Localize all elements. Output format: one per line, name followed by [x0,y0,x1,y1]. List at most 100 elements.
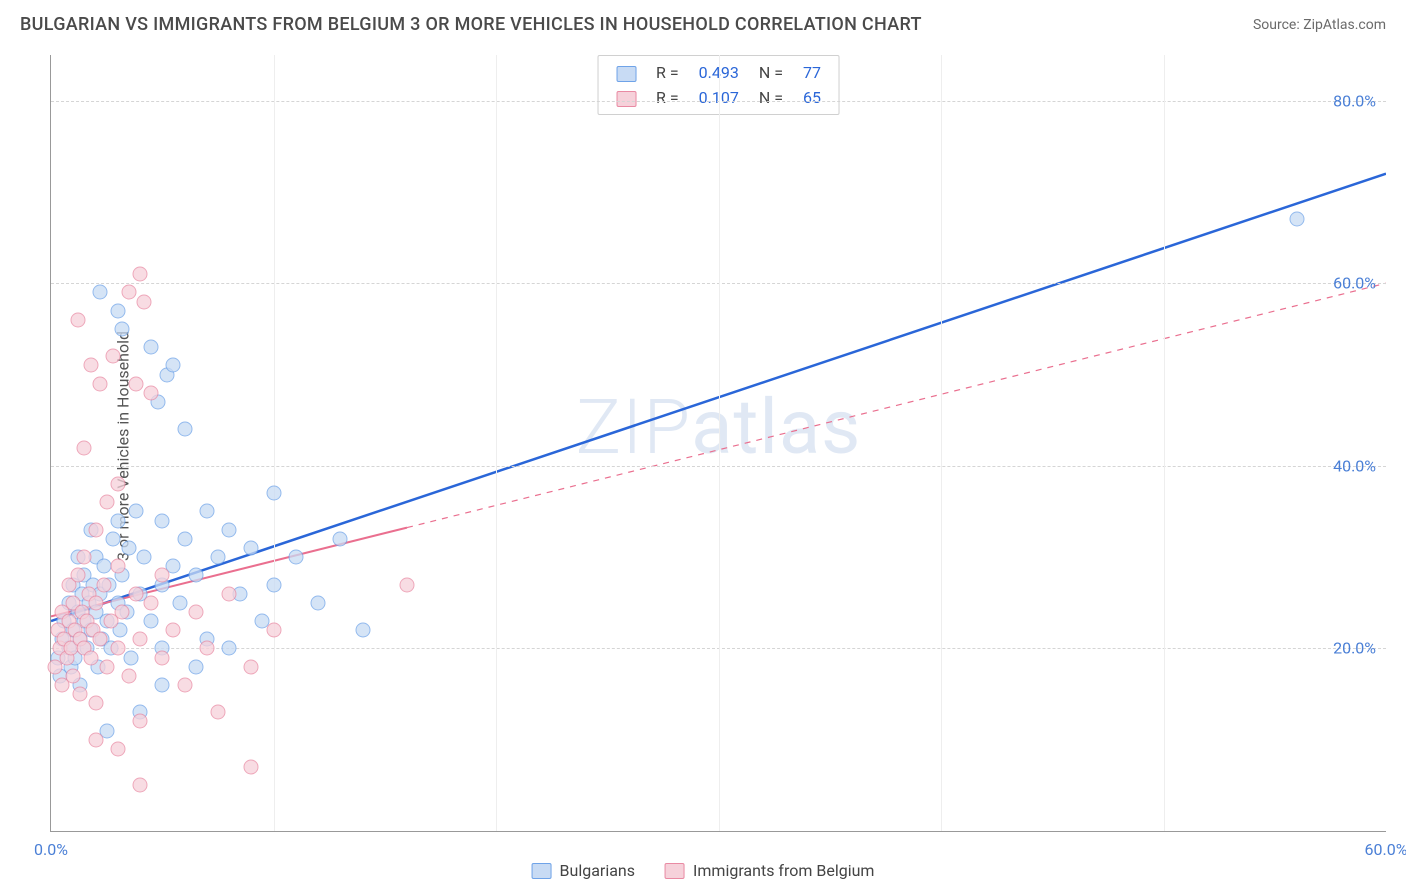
data-point [144,340,159,355]
data-point [110,477,125,492]
gridline-v [496,55,497,831]
data-point [355,623,370,638]
data-point [177,422,192,437]
data-point [333,531,348,546]
data-point [92,376,107,391]
n-value: 65 [793,85,831,110]
data-point [188,568,203,583]
data-point [222,586,237,601]
data-point [166,358,181,373]
legend-swatch [532,863,552,879]
data-point [115,321,130,336]
y-tick-label: 60.0% [1333,274,1376,293]
data-point [188,604,203,619]
data-point [199,641,214,656]
n-label: N = [749,85,793,110]
x-tick-label: 60.0% [1365,840,1406,859]
data-point [115,604,130,619]
data-point [99,659,114,674]
data-point [137,550,152,565]
source-label: Source: ZipAtlas.com [1253,17,1386,33]
data-point [155,677,170,692]
data-point [400,577,415,592]
data-point [99,495,114,510]
data-point [244,541,259,556]
data-point [121,541,136,556]
legend-item: Immigrants from Belgium [665,861,874,880]
data-point [173,595,188,610]
legend-item: Bulgarians [532,861,635,880]
legend-swatch [665,863,685,879]
y-tick-label: 80.0% [1333,91,1376,110]
n-value: 77 [793,60,831,85]
data-point [144,385,159,400]
data-point [128,376,143,391]
r-label: R = [646,85,689,110]
data-point [110,303,125,318]
data-point [144,614,159,629]
data-point [97,577,112,592]
data-point [133,267,148,282]
gridline-v [1164,55,1165,831]
data-point [106,531,121,546]
y-tick-label: 40.0% [1333,456,1376,475]
data-point [66,668,81,683]
data-point [133,778,148,793]
data-point [88,595,103,610]
data-point [133,632,148,647]
data-point [266,577,281,592]
data-point [1290,212,1305,227]
data-point [124,650,139,665]
data-point [210,550,225,565]
chart-title: BULGARIAN VS IMMIGRANTS FROM BELGIUM 3 O… [20,14,922,35]
gridline-v [719,55,720,831]
data-point [121,285,136,300]
data-point [199,504,214,519]
data-point [137,294,152,309]
data-point [110,641,125,656]
data-point [128,586,143,601]
data-point [88,696,103,711]
data-point [244,760,259,775]
data-point [177,677,192,692]
data-point [222,641,237,656]
y-tick-label: 20.0% [1333,639,1376,658]
data-point [266,623,281,638]
data-point [70,568,85,583]
data-point [166,623,181,638]
data-point [77,550,92,565]
x-tick-label: 0.0% [34,840,68,859]
data-point [92,285,107,300]
data-point [222,522,237,537]
data-point [110,559,125,574]
data-point [133,714,148,729]
n-label: N = [749,60,793,85]
data-point [244,659,259,674]
data-point [70,312,85,327]
data-point [155,568,170,583]
gridline-v [274,55,275,831]
data-point [311,595,326,610]
data-point [155,513,170,528]
data-point [72,687,87,702]
data-point [188,659,203,674]
legend-swatch [616,91,636,107]
data-point [210,705,225,720]
legend-label: Bulgarians [560,861,635,880]
data-point [144,595,159,610]
r-label: R = [646,60,689,85]
data-point [110,513,125,528]
data-point [128,504,143,519]
data-point [92,632,107,647]
data-point [266,486,281,501]
plot-area: ZIPatlas R =0.493N =77R =0.107N =65 20.0… [50,55,1386,832]
data-point [106,349,121,364]
data-point [110,741,125,756]
gridline-v [941,55,942,831]
legend-swatch [616,66,636,82]
data-point [84,358,99,373]
trend-line-dashed [407,283,1386,527]
data-point [84,650,99,665]
data-point [288,550,303,565]
data-point [88,522,103,537]
